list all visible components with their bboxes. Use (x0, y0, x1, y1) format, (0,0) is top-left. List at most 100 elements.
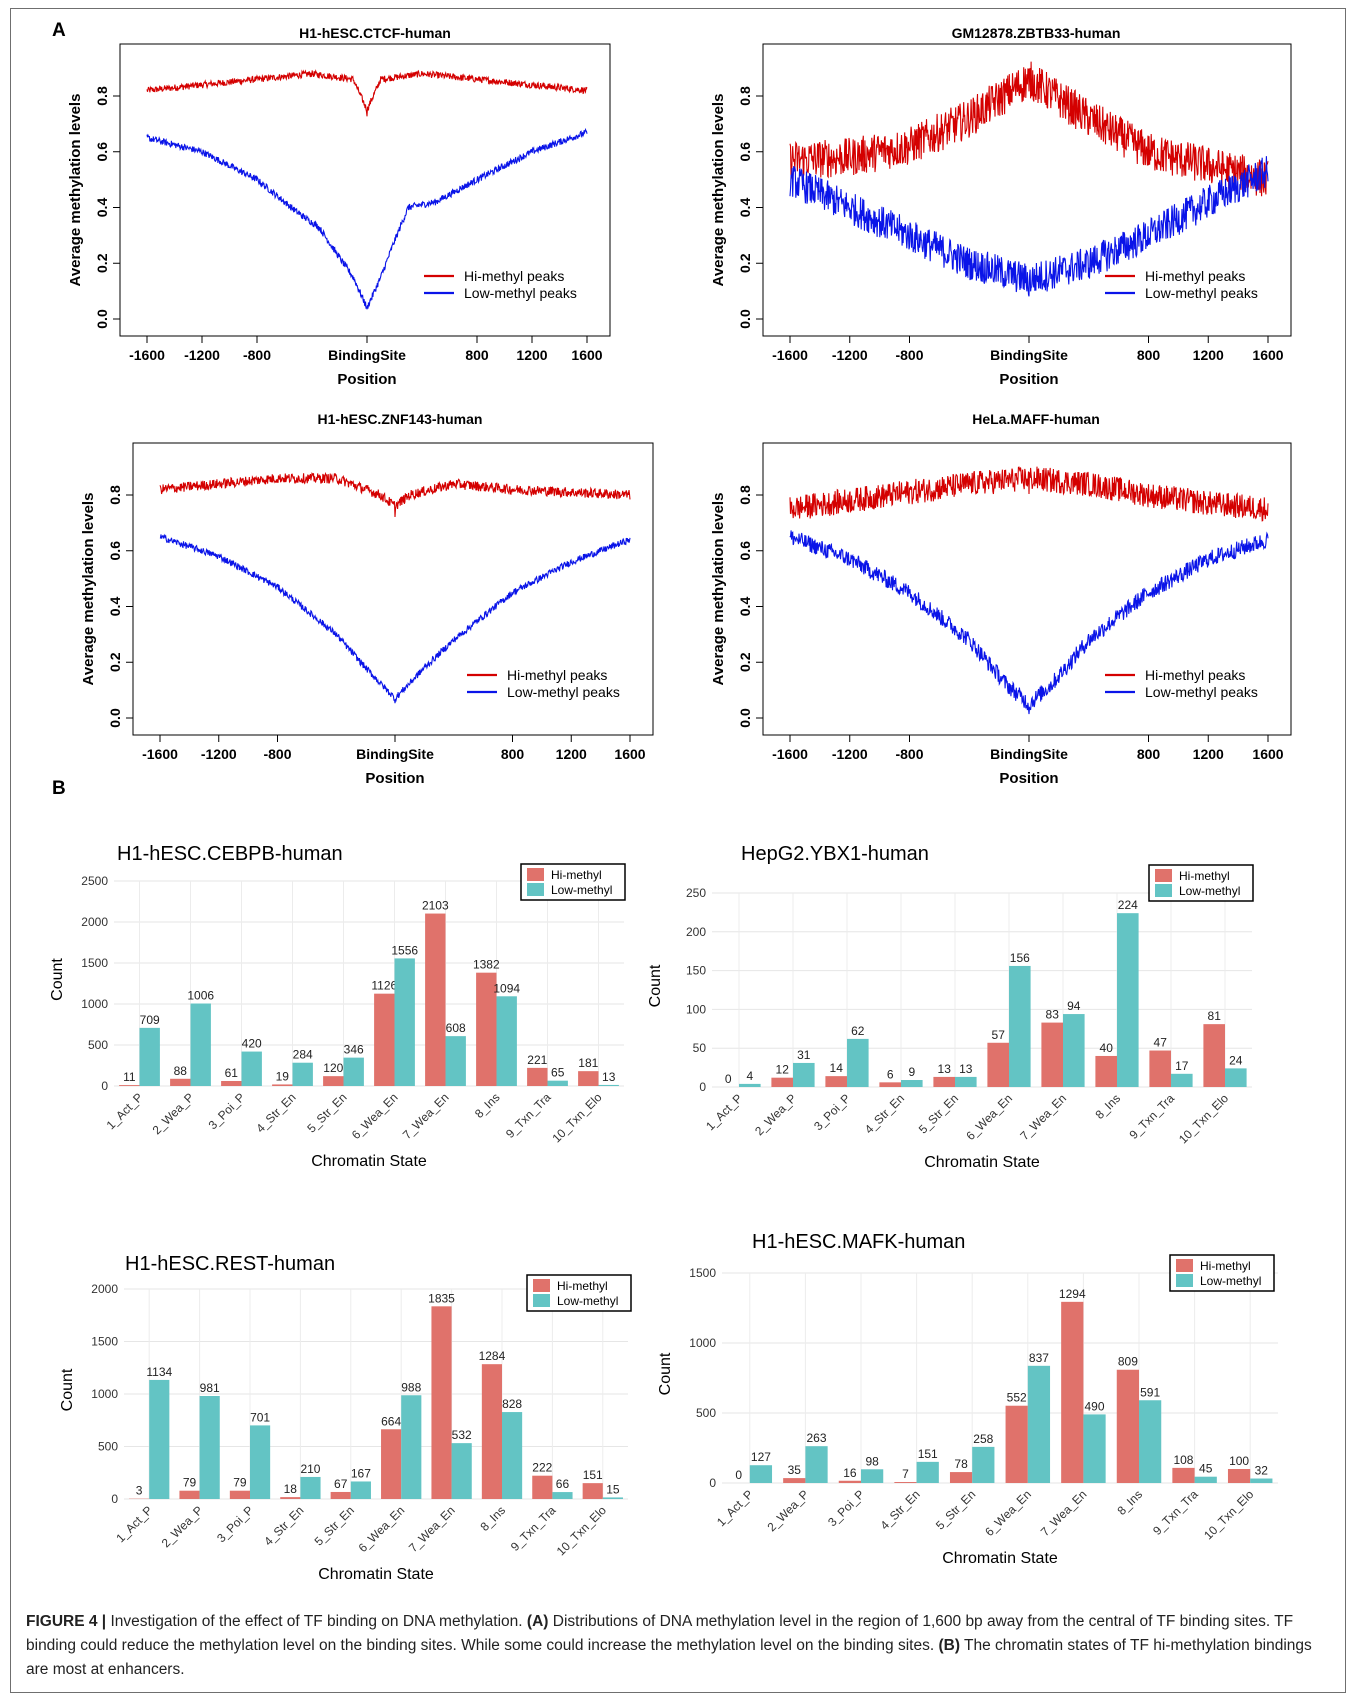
caption-text: Investigation of the effect of TF bindin… (26, 1613, 1312, 1678)
y-tick-label: 1500 (689, 1266, 716, 1280)
bar (431, 1306, 452, 1499)
bar (972, 1446, 995, 1483)
bar-value-label: 701 (250, 1410, 270, 1424)
bar-value-label: 156 (1010, 951, 1030, 965)
y-tick-label: 0.8 (94, 86, 110, 106)
plot-frame (762, 442, 1292, 736)
bar (838, 1480, 861, 1483)
y-axis-title: Average methylation levels (80, 493, 97, 686)
chart-title: H1-hESC.MAFK-human (752, 1231, 965, 1253)
x-tick-label: 3_Poi_P (214, 1503, 256, 1545)
x-axis-title: Position (999, 770, 1058, 787)
bar (1171, 1073, 1193, 1087)
bar (343, 1057, 364, 1086)
y-tick-label: 1000 (81, 997, 108, 1011)
legend-label: Hi-methyl (1200, 1259, 1251, 1273)
bar-value-label: 532 (452, 1428, 472, 1442)
bar (602, 1497, 623, 1499)
bar (894, 1482, 917, 1483)
legend-label: Hi-methyl peaks (1145, 667, 1245, 683)
chart-title: H1-hESC.REST-human (125, 1253, 335, 1275)
x-tick-label: 4_Str_En (261, 1503, 306, 1548)
bar (578, 1071, 599, 1086)
x-tick-label: BindingSite (990, 347, 1068, 363)
x-tick-label: 7_Wea_En (1017, 1091, 1069, 1143)
caption-part: Distributions of DNA methylation level i… (26, 1613, 1294, 1654)
y-tick-label: 1500 (91, 1335, 118, 1349)
chart-title: H1-hESC.CEBPB-human (117, 843, 343, 865)
bar-value-label: 4 (746, 1069, 753, 1083)
bar (1005, 1405, 1028, 1483)
caption-part: The chromatin states of TF hi-methylatio… (26, 1637, 1312, 1678)
bar (272, 1084, 293, 1086)
x-tick-label: -1600 (129, 347, 165, 363)
bar (933, 1076, 955, 1087)
y-tick-label: 0.2 (737, 253, 753, 273)
x-tick-label: BindingSite (328, 347, 406, 363)
series-line (789, 61, 1269, 197)
bar-value-label: 100 (1229, 1454, 1249, 1468)
x-tick-label: -800 (895, 746, 923, 762)
x-tick-label: 6_Wea_En (963, 1091, 1015, 1143)
bar (241, 1051, 262, 1086)
bar (445, 1036, 466, 1086)
bar-value-label: 62 (851, 1024, 865, 1038)
bar (401, 1395, 422, 1499)
bar (1149, 1050, 1171, 1087)
x-tick-label: 2_Wea_P (159, 1503, 206, 1550)
series-line (789, 156, 1269, 297)
y-tick-label: 100 (686, 1002, 706, 1016)
bar-value-label: 151 (918, 1447, 938, 1461)
y-tick-label: 1000 (689, 1336, 716, 1350)
legend-swatch (527, 883, 544, 896)
plot-frame (132, 442, 654, 736)
y-axis-title: Count (647, 964, 664, 1007)
bar (749, 1465, 773, 1483)
bar (374, 993, 395, 1086)
line-chart: HeLa.MAFF-human 0.0 0.2 0.4 0.6 0.8 -1600 -1200… (710, 411, 1292, 787)
y-axis-title: Average methylation levels (67, 94, 84, 287)
bar-value-label: 67 (334, 1477, 348, 1491)
bar-value-label: 263 (807, 1431, 827, 1445)
x-tick-label: -1200 (201, 746, 237, 762)
x-tick-label: 2_Wea_P (150, 1090, 197, 1137)
y-tick-label: 200 (686, 925, 706, 939)
bar-value-label: 1382 (473, 958, 500, 972)
x-tick-label: 10_Txn_Elo (554, 1503, 609, 1558)
x-tick-label: 800 (465, 347, 489, 363)
x-tick-label: -800 (263, 746, 291, 762)
series-line (146, 69, 588, 117)
bar-value-label: 151 (583, 1468, 603, 1482)
bar-value-label: 837 (1029, 1351, 1049, 1365)
legend-label: Low-methyl peaks (464, 285, 577, 301)
x-axis-title: Position (999, 371, 1058, 388)
bar (221, 1080, 242, 1086)
bar (496, 996, 517, 1086)
bar-value-label: 66 (556, 1477, 570, 1491)
bar-value-label: 222 (532, 1461, 552, 1475)
x-tick-label: 10_Txn_Elo (1176, 1091, 1231, 1146)
bar (425, 913, 446, 1086)
bar (381, 1429, 402, 1499)
y-axis-title: Count (49, 958, 66, 1001)
bar-value-label: 35 (788, 1463, 802, 1477)
bar-chart: H1-hESC.MAFK-human 0 500 1000 1500 0 35 16 7 78 55… (657, 1231, 1278, 1567)
bar-value-label: 16 (843, 1466, 857, 1480)
y-axis-title: Count (59, 1368, 76, 1411)
bar (451, 1443, 472, 1499)
bar-value-label: 346 (344, 1043, 364, 1057)
bar (119, 1085, 140, 1086)
bar-value-label: 1294 (1059, 1287, 1086, 1301)
series-line (789, 530, 1269, 715)
x-tick-label: 1600 (1252, 347, 1283, 363)
bar-value-label: 12 (776, 1063, 790, 1077)
bar (1117, 913, 1139, 1087)
bar-chart: H1-hESC.REST-human 0 500 1000 1500 2000 3 79 79 1… (59, 1253, 632, 1583)
x-tick-label: 9_Txn_Tra (1150, 1487, 1201, 1538)
y-tick-label: 250 (686, 886, 706, 900)
bar (987, 1042, 1009, 1087)
bar-value-label: 94 (1067, 999, 1081, 1013)
bar-value-label: 78 (954, 1457, 968, 1471)
legend-label: Low-methyl (1200, 1274, 1261, 1288)
x-tick-label: -800 (895, 347, 923, 363)
